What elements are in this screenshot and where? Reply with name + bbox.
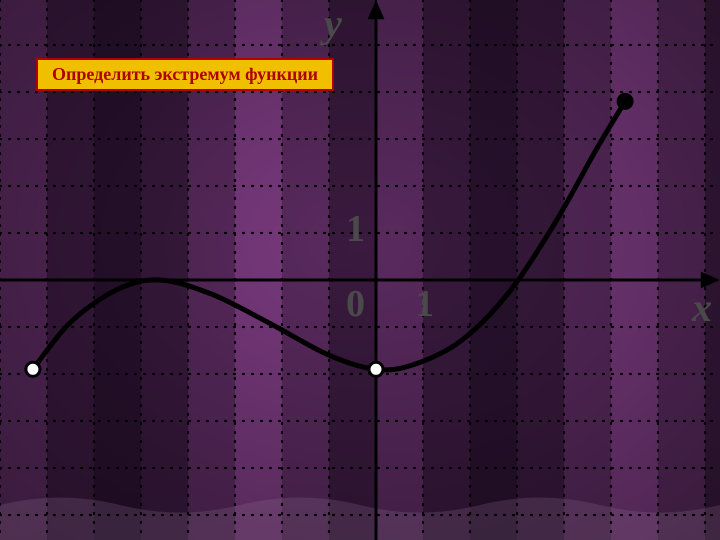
instruction-box: Определить экстремум функции — [36, 58, 334, 91]
y-axis-label: y — [324, 0, 342, 47]
chart-container: Определить экстремум функции x y 0 1 1 — [0, 0, 720, 540]
instruction-text: Определить экстремум функции — [52, 64, 318, 84]
origin-label: 0 — [346, 282, 365, 326]
x-tick-1-label: 1 — [415, 282, 434, 326]
y-tick-1-label: 1 — [346, 207, 365, 251]
x-axis-label: x — [692, 284, 712, 331]
